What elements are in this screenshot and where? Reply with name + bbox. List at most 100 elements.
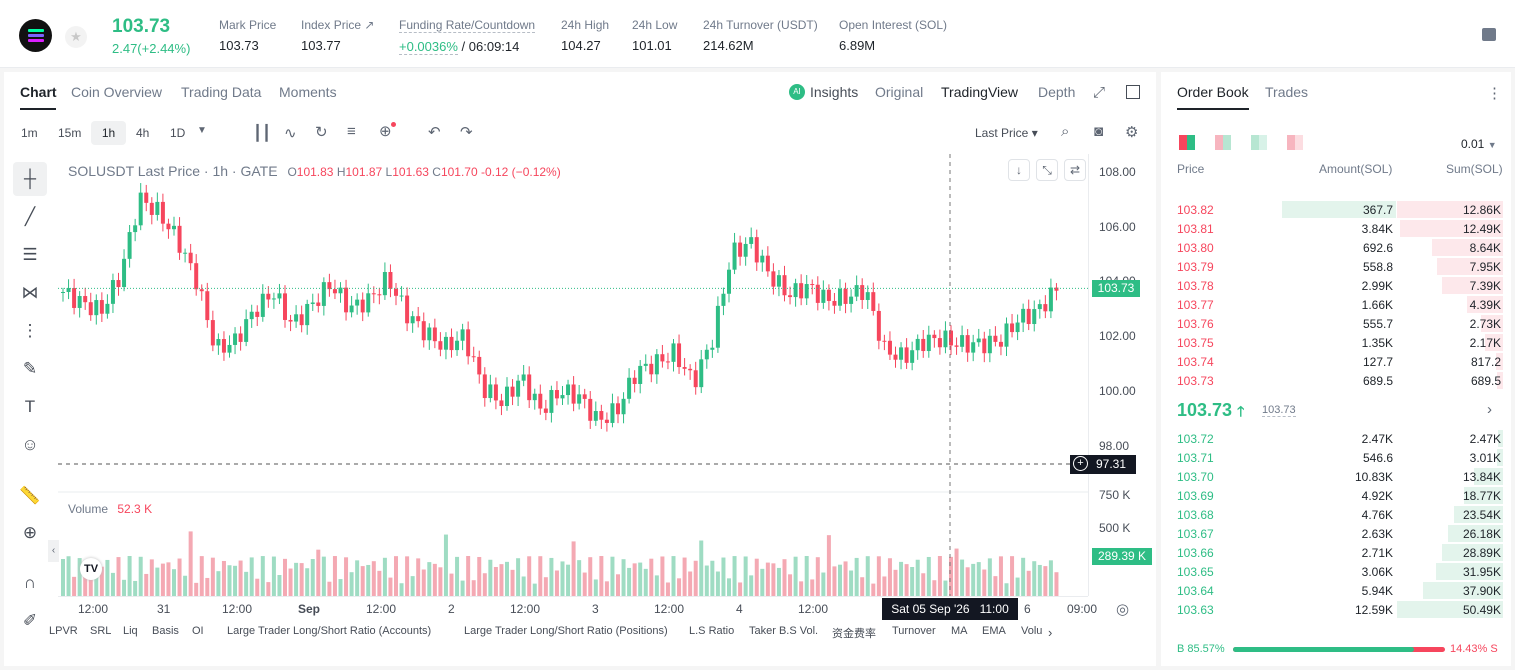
ask-row[interactable]: 103.75 1.35K 2.17K (1169, 333, 1503, 352)
text-tool-icon[interactable]: T (24, 397, 36, 416)
indicators-icon[interactable]: ∿ (284, 125, 297, 142)
tab-trades[interactable]: Trades (1265, 84, 1309, 100)
undo-icon[interactable]: ↶ (428, 124, 441, 141)
candlestick-chart[interactable] (58, 154, 1088, 596)
tab-trading-data[interactable]: Trading Data (181, 84, 262, 100)
candle-type-icon[interactable]: ┃┃ (253, 125, 272, 142)
bid-row[interactable]: 103.72 2.47K 2.47K (1169, 429, 1503, 448)
tab-tradingview[interactable]: TradingView (941, 84, 1019, 100)
ask-row[interactable]: 103.74 127.7 817.2 (1169, 352, 1503, 371)
indicator-tab[interactable]: L.S Ratio (689, 625, 735, 637)
trendline-tool-icon[interactable]: ╱ (24, 207, 36, 226)
ask-row[interactable]: 103.78 2.99K 7.39K (1169, 276, 1503, 295)
indicator-tab[interactable]: Taker B.S Vol. (749, 625, 819, 637)
view-asks-icon[interactable] (1287, 135, 1303, 150)
zoom-in-tool-icon[interactable]: ⊕ (22, 523, 38, 542)
fib-tool-icon[interactable]: ☰ (22, 245, 38, 264)
view-bids-icon[interactable] (1251, 135, 1267, 150)
expand-icon[interactable]: ⤢ (1093, 84, 1106, 101)
tab-order-book[interactable]: Order Book (1177, 84, 1249, 100)
indicator-tab[interactable]: Large Trader Long/Short Ratio (Positions… (464, 625, 668, 637)
candle (199, 289, 204, 292)
time-settings-icon[interactable]: ◎ (1116, 601, 1130, 618)
search-icon[interactable]: ⌕ (1061, 123, 1070, 140)
prediction-tool-icon[interactable]: ⋮ (21, 321, 39, 340)
interval-4h[interactable]: 4h (136, 126, 150, 140)
tab-chart[interactable]: Chart (20, 84, 57, 100)
bid-row[interactable]: 103.66 2.71K 28.89K (1169, 543, 1503, 562)
interval-1d[interactable]: 1D (170, 126, 186, 140)
templates-icon[interactable]: ≡ (347, 123, 356, 140)
tab-coin-overview[interactable]: Coin Overview (71, 84, 163, 100)
tab-depth[interactable]: Depth (1038, 84, 1076, 100)
collapse-icon[interactable]: ⤡ (1036, 159, 1058, 181)
volume-bar (749, 575, 754, 596)
indicator-tab[interactable]: LPVR (49, 625, 78, 637)
brush-tool-icon[interactable]: ✎ (22, 359, 38, 378)
collapse-toolbar-icon[interactable]: ‹ (48, 540, 59, 562)
bid-row[interactable]: 103.63 12.59K 50.49K (1169, 600, 1503, 619)
scroll-right-icon[interactable]: › (1048, 625, 1053, 640)
ask-row[interactable]: 103.77 1.66K 4.39K (1169, 295, 1503, 314)
indicator-tab[interactable]: Basis (152, 625, 179, 637)
add-indicator-icon[interactable]: ⊕ (379, 122, 396, 140)
tab-moments[interactable]: Moments (279, 84, 337, 100)
interval-1m[interactable]: 1m (21, 126, 38, 140)
more-options-icon[interactable]: ⋮ (1487, 85, 1502, 102)
interval-15m[interactable]: 15m (58, 126, 82, 140)
ask-row[interactable]: 103.73 689.5 689.5 (1169, 371, 1503, 390)
candle (871, 292, 876, 311)
candle (371, 293, 376, 295)
bid-row[interactable]: 103.70 10.83K 13.84K (1169, 467, 1503, 486)
indicator-tab[interactable]: MA (951, 625, 968, 637)
stat-funding-rate[interactable]: Funding Rate/Countdown +0.0036% / 06:09:1… (399, 18, 536, 55)
indicator-tab[interactable]: 资金费率 (832, 628, 876, 640)
lock-drawing-icon[interactable]: ✐ (22, 611, 38, 630)
precision-select[interactable]: 0.01 ▼ (1461, 137, 1497, 151)
replay-icon[interactable]: ↻ (315, 124, 328, 141)
add-alert-icon[interactable]: + (1073, 456, 1088, 471)
candle (893, 354, 898, 360)
magnet-tool-icon[interactable]: ∩ (23, 573, 37, 592)
view-mixed-icon[interactable] (1215, 135, 1231, 150)
fullscreen-icon[interactable] (1126, 85, 1140, 99)
indicator-tab[interactable]: Liq (123, 625, 138, 637)
candle (377, 294, 382, 296)
interval-1h[interactable]: 1h (91, 121, 126, 145)
price-type-select[interactable]: Last Price ▾ (975, 126, 1038, 140)
bid-row[interactable]: 103.68 4.76K 23.54K (1169, 505, 1503, 524)
tab-original[interactable]: Original (875, 84, 924, 100)
toggle-icon[interactable]: ⇄ (1064, 159, 1086, 181)
bid-row[interactable]: 103.71 546.6 3.01K (1169, 448, 1503, 467)
crosshair-tool-icon[interactable]: ┼ (13, 162, 47, 196)
ruler-tool-icon[interactable]: 📏 (19, 486, 41, 505)
indicator-tab[interactable]: EMA (982, 625, 1006, 637)
indicator-tab[interactable]: Large Trader Long/Short Ratio (Accounts) (227, 625, 432, 637)
book-icon[interactable] (1482, 28, 1496, 41)
ask-row[interactable]: 103.80 692.6 8.64K (1169, 238, 1503, 257)
ask-row[interactable]: 103.76 555.7 2.73K (1169, 314, 1503, 333)
chevron-right-icon[interactable]: › (1487, 401, 1492, 418)
favorite-star-icon[interactable]: ★ (65, 26, 87, 48)
stat-index-price[interactable]: Index Price ↗ 103.77 (301, 18, 375, 53)
ask-row[interactable]: 103.81 3.84K 12.49K (1169, 219, 1503, 238)
bid-row[interactable]: 103.65 3.06K 31.95K (1169, 562, 1503, 581)
pattern-tool-icon[interactable]: ⋈ (21, 283, 39, 302)
interval-dropdown-icon[interactable]: ▼ (197, 125, 207, 136)
indicator-tab[interactable]: Volu (1021, 625, 1043, 637)
emoji-tool-icon[interactable]: ☺ (21, 435, 39, 454)
view-both-icon[interactable] (1179, 135, 1195, 150)
indicator-tab[interactable]: Turnover (892, 625, 936, 637)
ask-row[interactable]: 103.79 558.8 7.95K (1169, 257, 1503, 276)
scroll-down-icon[interactable]: ↓ (1008, 159, 1030, 181)
indicator-tab[interactable]: SRL (90, 625, 112, 637)
bid-row[interactable]: 103.67 2.63K 26.18K (1169, 524, 1503, 543)
bid-row[interactable]: 103.69 4.92K 18.77K (1169, 486, 1503, 505)
bid-row[interactable]: 103.64 5.94K 37.90K (1169, 581, 1503, 600)
indicator-tab[interactable]: OI (192, 625, 204, 637)
ask-row[interactable]: 103.82 367.7 12.86K (1169, 200, 1503, 219)
camera-icon[interactable]: ◙ (1094, 123, 1104, 140)
redo-icon[interactable]: ↷ (460, 124, 473, 141)
settings-gear-icon[interactable]: ⚙ (1125, 124, 1139, 141)
tab-insights[interactable]: Insights (810, 84, 859, 100)
